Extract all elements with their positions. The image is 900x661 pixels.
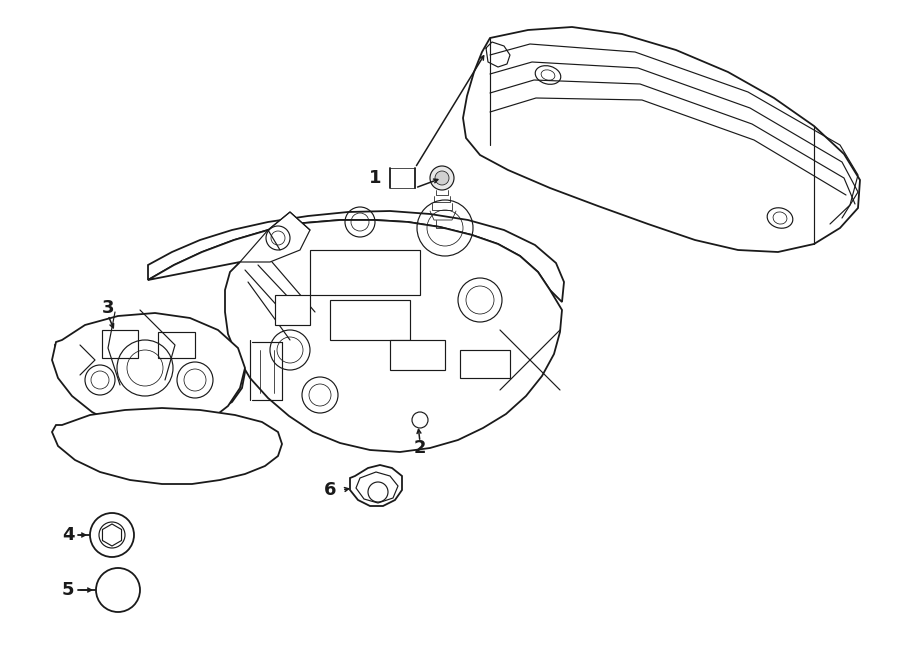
Polygon shape: [52, 313, 245, 434]
Polygon shape: [108, 568, 128, 590]
Circle shape: [430, 166, 454, 190]
Polygon shape: [148, 220, 562, 452]
Text: 5: 5: [62, 581, 74, 599]
Polygon shape: [55, 322, 245, 420]
Polygon shape: [390, 340, 445, 370]
Polygon shape: [240, 212, 310, 262]
Polygon shape: [52, 408, 282, 484]
Polygon shape: [158, 332, 195, 358]
Polygon shape: [330, 300, 410, 340]
Text: 3: 3: [102, 299, 114, 317]
Polygon shape: [463, 27, 860, 252]
Circle shape: [435, 171, 449, 185]
Polygon shape: [350, 465, 402, 506]
Circle shape: [90, 513, 134, 557]
Polygon shape: [102, 330, 138, 358]
Polygon shape: [310, 250, 420, 295]
Polygon shape: [460, 350, 510, 378]
Text: 2: 2: [414, 439, 427, 457]
Circle shape: [99, 522, 125, 548]
Polygon shape: [356, 472, 398, 503]
Text: 4: 4: [62, 526, 74, 544]
Polygon shape: [148, 211, 564, 302]
Text: 1: 1: [369, 169, 382, 187]
Polygon shape: [275, 295, 310, 325]
Circle shape: [96, 568, 140, 612]
Text: 6: 6: [324, 481, 337, 499]
